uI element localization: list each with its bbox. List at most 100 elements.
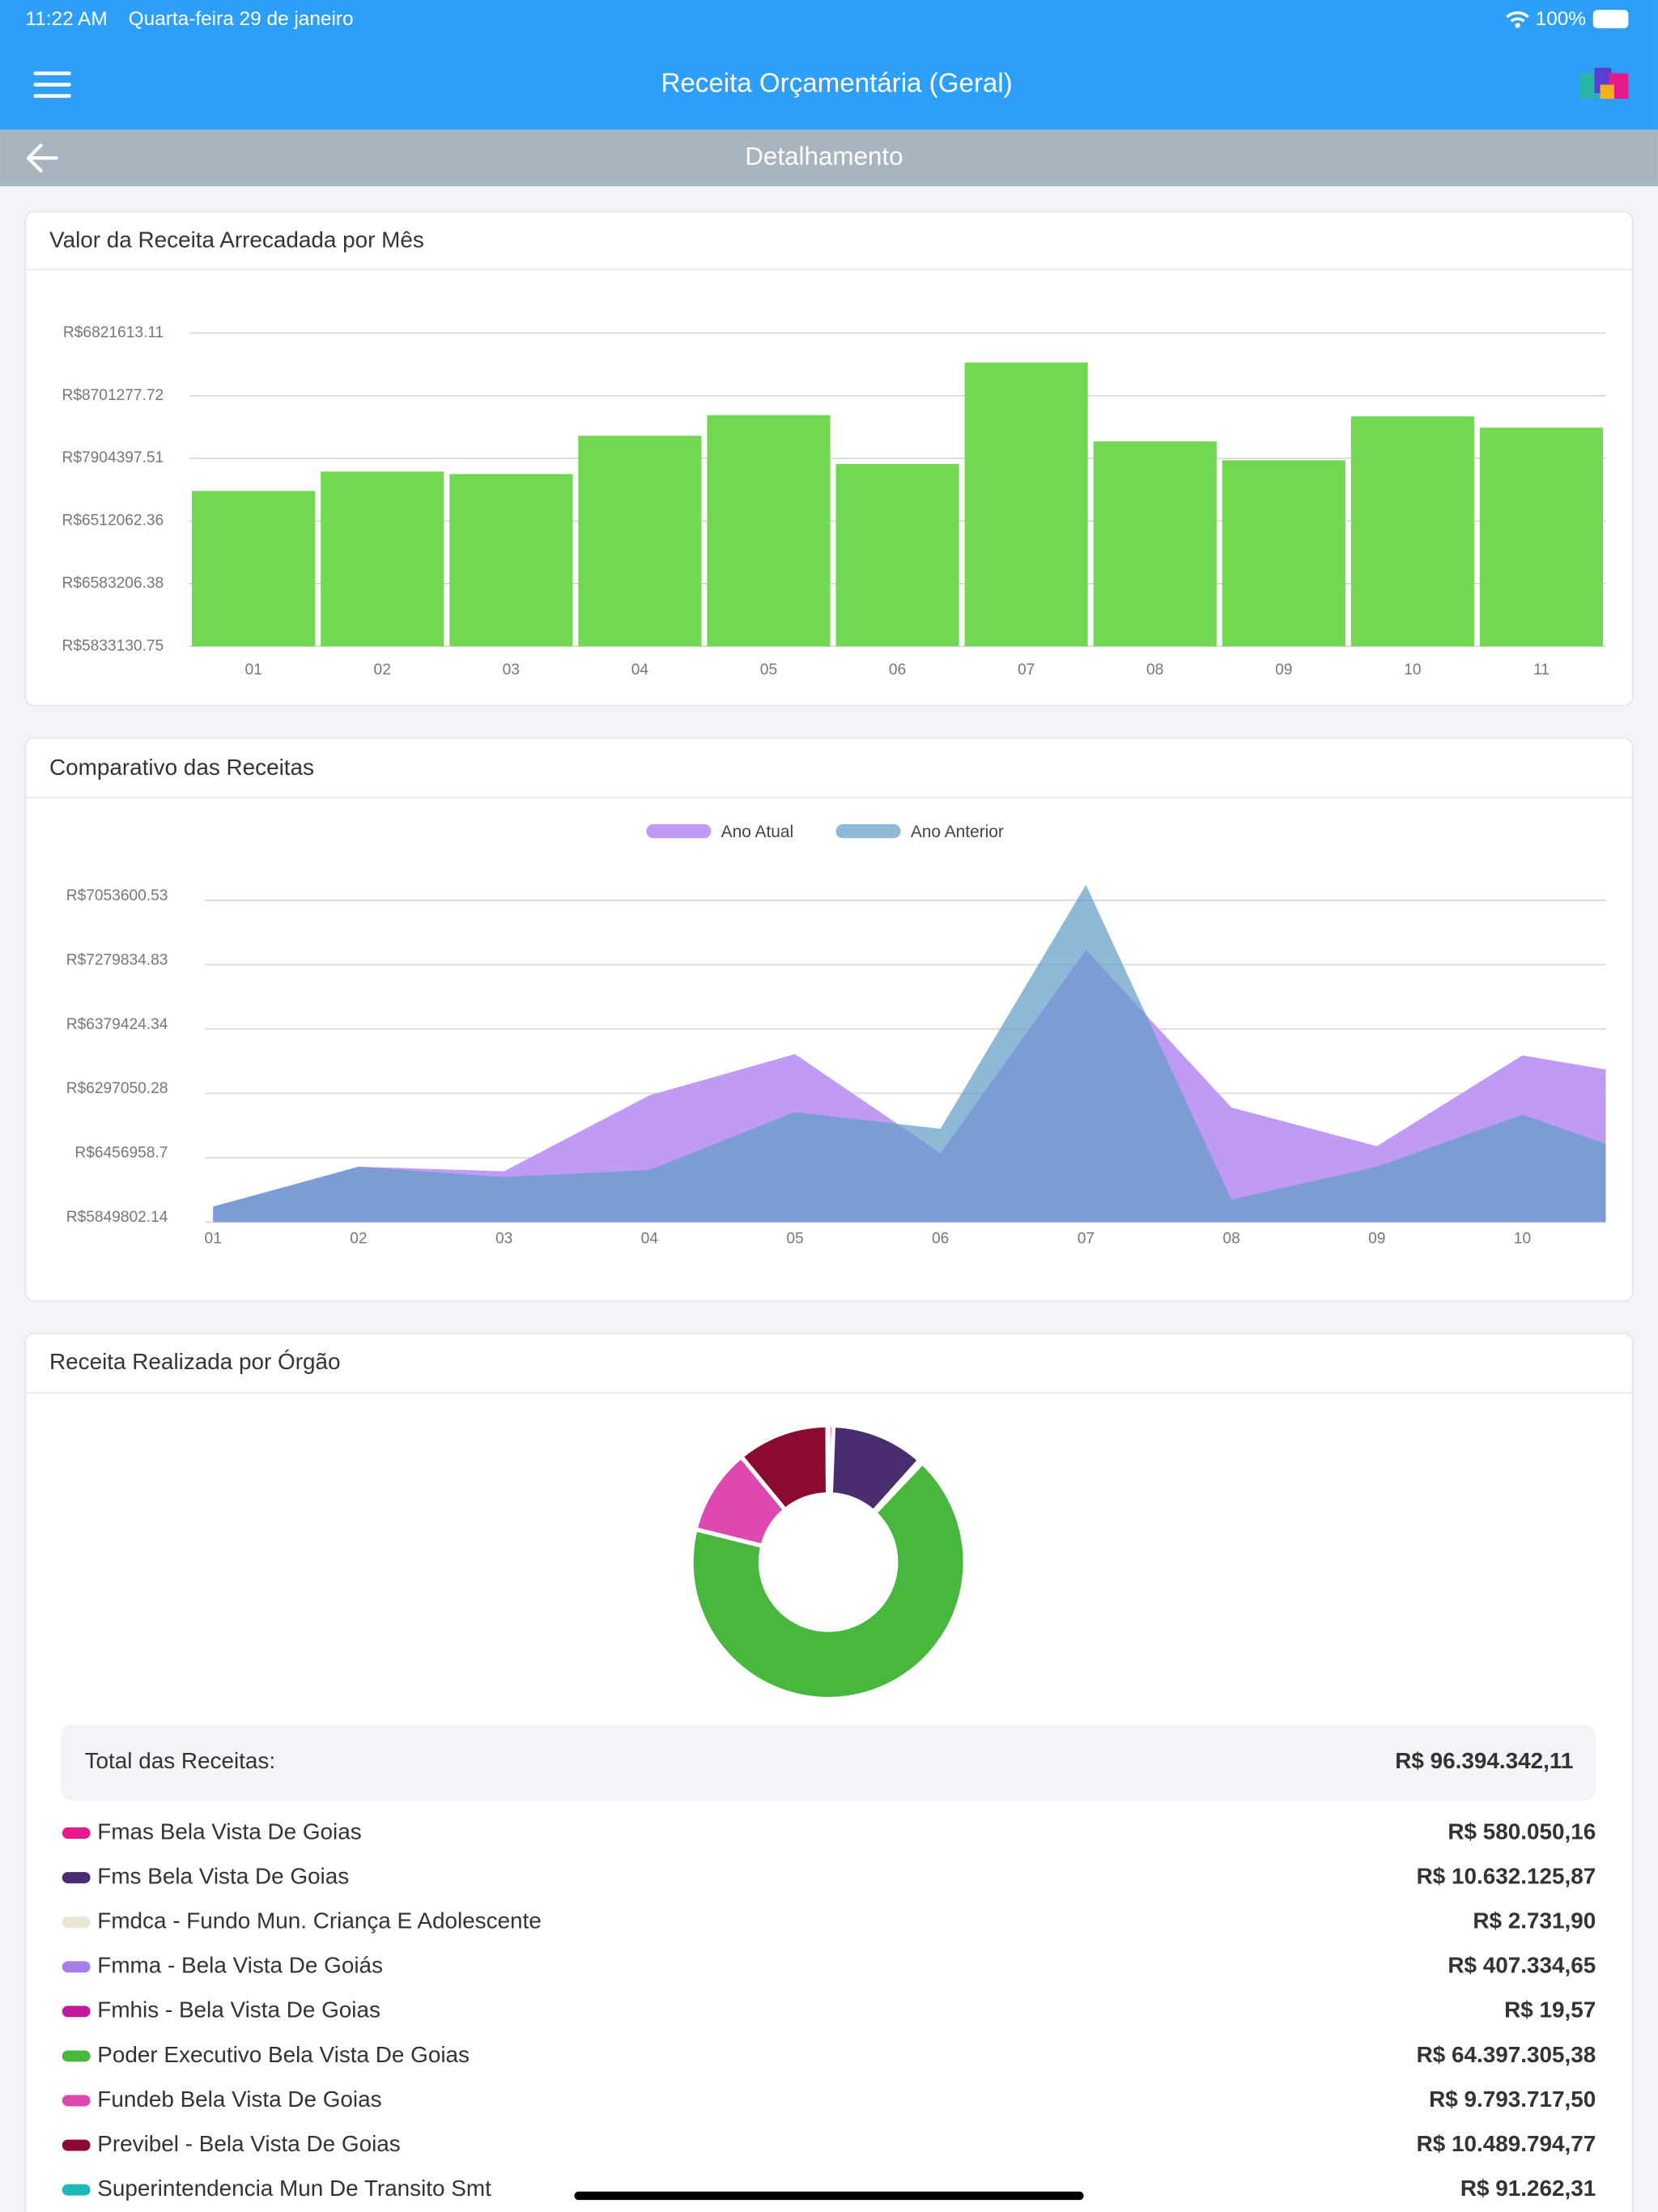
x-tick-label: 10 [1514, 1230, 1531, 1247]
x-tick-label: 11 [1533, 661, 1550, 678]
bar [321, 471, 444, 647]
y-tick-label: R$6512062.36 [62, 513, 164, 530]
legend-swatch [62, 2050, 91, 2062]
area [213, 884, 1606, 1223]
total-label: Total das Receitas: [85, 1748, 276, 1773]
legend-label: Fmdca - Fundo Mun. Criança E Adolescente [97, 1908, 541, 1933]
legend-label: Poder Executivo Bela Vista De Goias [97, 2042, 470, 2067]
total-value: R$ 96.394.342,11 [1395, 1748, 1573, 1773]
x-tick-label: 04 [641, 1230, 659, 1247]
doughnut-chart [689, 1423, 967, 1701]
panel-title: Receita Realizada por Órgão [49, 1349, 340, 1374]
sub-bar [0, 130, 1658, 187]
legend-swatch [62, 2095, 91, 2107]
x-tick-label: 02 [374, 661, 391, 678]
slice [825, 1423, 831, 1497]
app-bar [0, 0, 1658, 130]
battery-icon [1592, 10, 1629, 28]
status-time: 11:22 AM [25, 8, 107, 30]
legend-value: R$ 64.397.305,38 [1417, 2042, 1596, 2067]
x-tick-label: 06 [932, 1230, 949, 1247]
x-tick-label: 08 [1146, 661, 1163, 678]
y-tick-label: R$7279834.83 [66, 951, 168, 968]
area-chart: R$5849802.14 R$6456958.7 R$6297050.28 R$637… [66, 823, 1606, 1247]
legend-label: Fmma - Bela Vista De Goiás [97, 1953, 383, 1978]
legend-list: Fmas Bela Vista De Goias R$ 580.050,16 Fms… [62, 1819, 1596, 2201]
sub-title: Detalhamento [745, 142, 903, 170]
wifi-icon [1506, 11, 1529, 23]
legend-swatch [62, 2006, 91, 2018]
y-tick-label: R$6456958.7 [74, 1145, 168, 1162]
bar [578, 436, 702, 647]
back-button[interactable] [26, 143, 58, 172]
wifi-dot [1515, 23, 1520, 28]
x-tick-label: 03 [495, 1230, 512, 1247]
bar [192, 491, 316, 647]
legend-value: R$ 407.334,65 [1448, 1953, 1596, 1978]
x-tick-label: 10 [1404, 661, 1421, 678]
area [213, 950, 1606, 1223]
x-tick-label: 09 [1368, 1230, 1385, 1247]
legend-label: Ano Anterior [911, 823, 1004, 841]
x-tick-label: 04 [631, 661, 649, 678]
battery-level: 100% [1536, 8, 1586, 30]
legend-swatch [62, 1916, 91, 1929]
plot-area [213, 884, 1606, 1223]
home-indicator [574, 2191, 1084, 2201]
bar [1479, 428, 1603, 647]
legend-label: Superintendencia Mun De Transito Smt [97, 2176, 491, 2201]
menu-button[interactable] [33, 71, 71, 98]
x-tick-label: 06 [889, 661, 906, 678]
y-tick-label: R$6583206.38 [62, 575, 164, 592]
status-date: Quarta-feira 29 de janeiro [129, 8, 354, 30]
bar [1222, 460, 1346, 647]
legend-swatch [62, 2139, 91, 2151]
legend-value: R$ 580.050,16 [1448, 1819, 1596, 1844]
legend-label: Fmas Bela Vista De Goias [97, 1819, 361, 1844]
legend-label: Previbel - Bela Vista De Goias [97, 2131, 400, 2156]
bar [707, 415, 831, 647]
slice [689, 1459, 967, 1701]
panel-title: Valor da Receita Arrecadada por Mês [49, 227, 424, 252]
bar-chart: R$5833130.75 R$6583206.38 R$6512062.36 R$79… [62, 324, 1606, 678]
x-tick-label: 05 [760, 661, 777, 678]
total-box [60, 1724, 1596, 1801]
x-tick-label: 09 [1275, 661, 1292, 678]
legend-swatch [835, 823, 901, 839]
legend-label: Fmhis - Bela Vista De Goias [97, 1997, 380, 2023]
legend-value: R$ 10.632.125,87 [1417, 1863, 1596, 1888]
legend-value: R$ 19,57 [1504, 1997, 1596, 2023]
y-axis: R$5833130.75 R$6583206.38 R$6512062.36 R$79… [62, 324, 164, 654]
y-tick-label: R$5849802.14 [66, 1209, 168, 1226]
legend-value: R$ 2.731,90 [1473, 1908, 1596, 1933]
app-logo [1580, 67, 1629, 100]
bar [1093, 441, 1217, 647]
x-tick-label: 08 [1222, 1230, 1239, 1247]
y-tick-label: R$6297050.28 [66, 1080, 168, 1097]
legend-value: R$ 10.489.794,77 [1417, 2131, 1596, 2156]
legend-swatch [62, 1872, 91, 1884]
y-tick-label: R$7053600.53 [66, 887, 168, 904]
app-title: Receita Orçamentária (Geral) [661, 68, 1012, 98]
legend-swatch [62, 2184, 91, 2196]
legend-value: R$ 9.793.717,50 [1429, 2087, 1596, 2112]
bar [1350, 416, 1474, 647]
x-tick-label: 07 [1078, 1230, 1095, 1247]
bar [964, 362, 1088, 647]
legend-label: Fundeb Bela Vista De Goias [97, 2087, 381, 2112]
x-tick-label: 07 [1018, 661, 1035, 678]
y-tick-label: R$8701277.72 [62, 387, 164, 404]
legend-swatch [62, 1827, 91, 1840]
y-tick-label: R$6379424.34 [66, 1016, 168, 1033]
y-tick-label: R$7904397.51 [62, 449, 164, 466]
legend-label: Fms Bela Vista De Goias [97, 1863, 349, 1888]
x-tick-label: 05 [786, 1230, 803, 1247]
panel-title: Comparativo das Receitas [49, 755, 314, 780]
y-tick-label: R$6821613.11 [63, 324, 164, 341]
bar [835, 464, 959, 647]
x-tick-label: 03 [503, 661, 520, 678]
legend-label: Ano Atual [721, 823, 794, 841]
y-tick-label: R$5833130.75 [62, 637, 164, 654]
